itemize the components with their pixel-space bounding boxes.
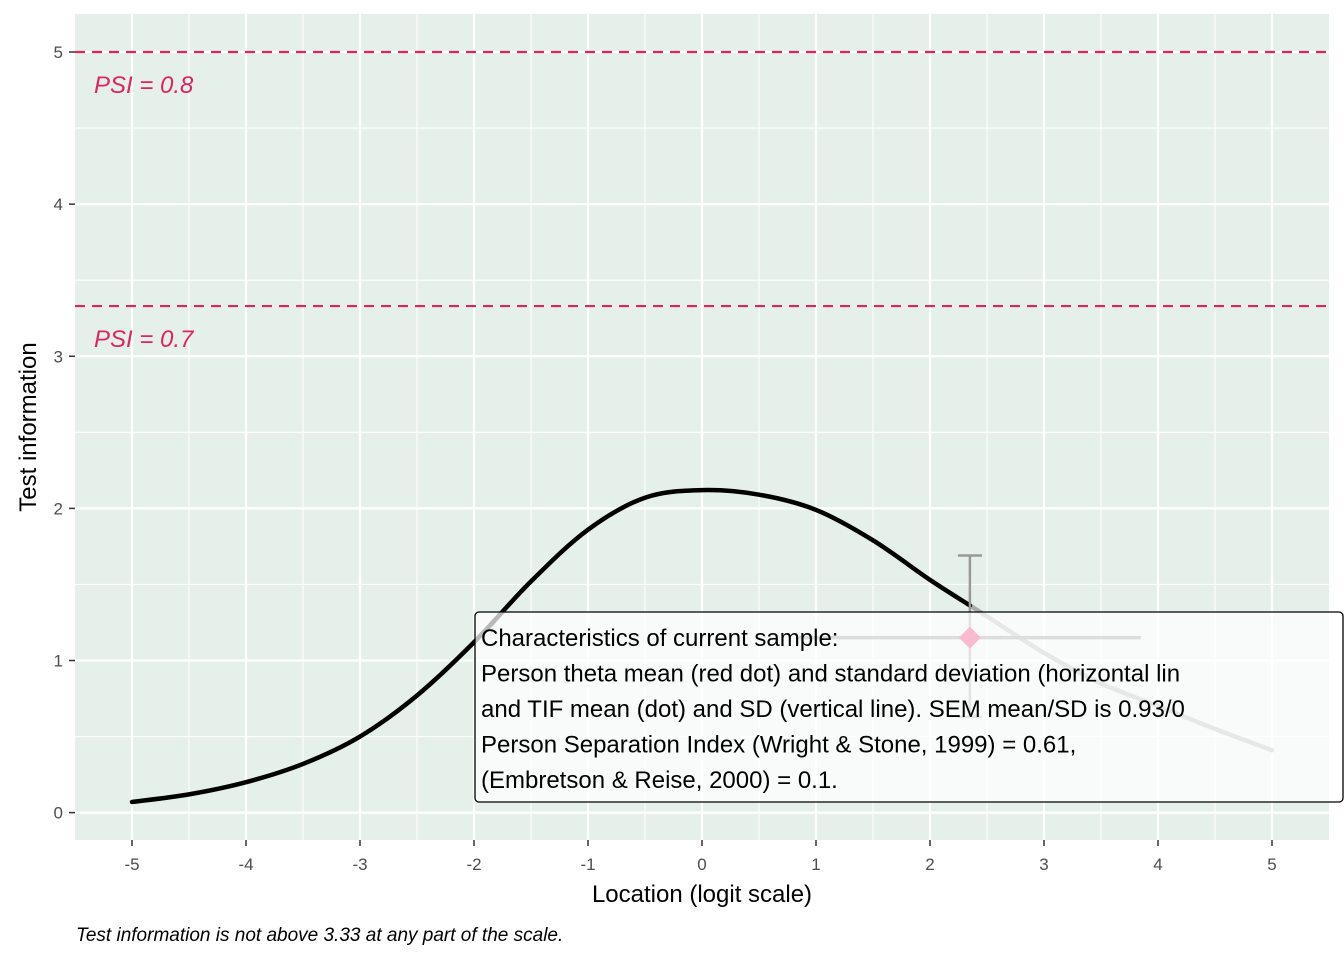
- x-tick-label: 0: [697, 855, 706, 874]
- x-axis-title: Location (logit scale): [592, 881, 812, 908]
- x-tick-label: 2: [925, 855, 934, 874]
- y-tick-label: 1: [54, 652, 63, 671]
- x-tick-label: 5: [1267, 855, 1276, 874]
- psi-label-1: PSI = 0.7: [94, 326, 195, 353]
- x-tick-label: 1: [811, 855, 820, 874]
- annotation-box: Characteristics of current sample: Person…: [474, 611, 1344, 803]
- axes: -5 -4 -3 -2 -1 0 1 2 3 4 5 0 1 2 3 4 5: [54, 43, 1277, 874]
- x-tick-label: -1: [580, 855, 595, 874]
- y-tick-label: 0: [54, 804, 63, 823]
- x-tick-label: -2: [466, 855, 481, 874]
- psi-label-0: PSI = 0.8: [94, 72, 194, 99]
- tif-curve-low: [129, 487, 973, 805]
- y-axis-title: Test information: [15, 342, 42, 511]
- annotation-line-1: Person theta mean (red dot) and standard…: [481, 661, 1180, 688]
- reference-lines: PSI = 0.8 PSI = 0.7: [75, 50, 1329, 353]
- annotation-line-4: (Embretson & Reise, 2000) = 0.1.: [481, 767, 838, 794]
- x-tick-label: 4: [1153, 855, 1162, 874]
- x-tick-label: -5: [124, 855, 139, 874]
- y-tick-label: 3: [54, 347, 63, 366]
- annotation-frame: [474, 611, 1344, 803]
- y-tick-label: 2: [54, 499, 63, 518]
- x-tick-label: -4: [238, 855, 253, 874]
- annotation-text: Characteristics of current sample: Person…: [481, 625, 1185, 794]
- annotation-line-3: Person Separation Index (Wright & Stone,…: [481, 732, 1076, 759]
- person-mean-point: [958, 626, 981, 649]
- annotation-line-2: and TIF mean (dot) and SD (vertical line…: [481, 696, 1185, 723]
- x-tick-label: -3: [352, 855, 367, 874]
- annotation-line-0: Characteristics of current sample:: [481, 625, 838, 652]
- x-tick-label: 3: [1039, 855, 1048, 874]
- y-tick-label: 4: [54, 195, 63, 214]
- y-tick-label: 5: [54, 43, 63, 62]
- caption: Test information is not above 3.33 at an…: [76, 925, 563, 946]
